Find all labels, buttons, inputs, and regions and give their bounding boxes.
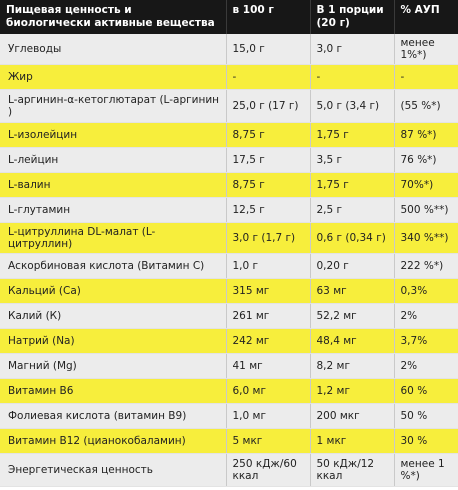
table-row: L-лейцин 17,5 г 3,5 г 76 %*) bbox=[0, 147, 458, 173]
per-100g-cell: 12,5 г bbox=[226, 197, 311, 223]
per-serving-cell: 0,6 г (0,34 г) bbox=[310, 222, 395, 254]
per-100g-cell: 242 мг bbox=[226, 328, 311, 354]
per-serving-cell: 200 мкг bbox=[310, 403, 395, 429]
table-row: Жир - - - bbox=[0, 64, 458, 90]
table-row: L-аргинин-α-кетоглютарат (L-аргинин ) 25,… bbox=[0, 89, 458, 123]
nutrient-name-cell: Углеводы bbox=[0, 34, 227, 65]
table-header-row: Пищевая ценность и биологически активные… bbox=[0, 0, 458, 34]
percent-cell: 50 % bbox=[394, 403, 458, 429]
percent-cell: 76 %*) bbox=[394, 147, 458, 173]
table-row: Натрий (Na) 242 мг 48,4 мг 3,7% bbox=[0, 328, 458, 354]
nutrient-name-cell: Жир bbox=[0, 64, 227, 90]
per-100g-cell: 1,0 г bbox=[226, 253, 311, 279]
per-serving-cell: 48,4 мг bbox=[310, 328, 395, 354]
nutrient-name-cell: Кальций (Са) bbox=[0, 278, 227, 304]
per-serving-cell: 1,75 г bbox=[310, 172, 395, 198]
percent-cell: - bbox=[394, 64, 458, 90]
per-100g-cell: 8,75 г bbox=[226, 122, 311, 148]
header-per-100g: в 100 г bbox=[226, 0, 311, 34]
table-row: Энергетическая ценность 250 кДж/60 ккал 50… bbox=[0, 453, 458, 487]
percent-cell: менее 1%*) bbox=[394, 34, 458, 65]
table-row: Витамин В12 (цианокобаламин) 5 мкг 1 мкг 30… bbox=[0, 428, 458, 454]
per-serving-cell: 0,20 г bbox=[310, 253, 395, 279]
nutrient-name-cell: L-глутамин bbox=[0, 197, 227, 223]
percent-cell: 70%*) bbox=[394, 172, 458, 198]
nutrient-name-cell: Натрий (Na) bbox=[0, 328, 227, 354]
per-100g-cell: 250 кДж/60 ккал bbox=[226, 453, 311, 487]
percent-cell: 3,7% bbox=[394, 328, 458, 354]
header-percent: % АУП bbox=[394, 0, 458, 34]
table-row: Углеводы 15,0 г 3,0 г менее 1%*) bbox=[0, 34, 458, 65]
per-serving-cell: 1,75 г bbox=[310, 122, 395, 148]
percent-cell: 60 % bbox=[394, 378, 458, 404]
per-100g-cell: 5 мкг bbox=[226, 428, 311, 454]
nutrient-name-cell: L-валин bbox=[0, 172, 227, 198]
nutrient-name-cell: Аскорбиновая кислота (Витамин С) bbox=[0, 253, 227, 279]
per-100g-cell: 15,0 г bbox=[226, 34, 311, 65]
per-serving-cell: 3,0 г bbox=[310, 34, 395, 65]
per-serving-cell: 5,0 г (3,4 г) bbox=[310, 89, 395, 123]
table-row: Аскорбиновая кислота (Витамин С) 1,0 г 0,2… bbox=[0, 253, 458, 279]
per-serving-cell: 8,2 мг bbox=[310, 353, 395, 379]
nutrient-name-cell: L-цитруллина DL-малат (L-цитруллин) bbox=[0, 222, 227, 254]
percent-cell: 500 %**) bbox=[394, 197, 458, 223]
percent-cell: 0,3% bbox=[394, 278, 458, 304]
per-100g-cell: 261 мг bbox=[226, 303, 311, 329]
percent-cell: (55 %*) bbox=[394, 89, 458, 123]
nutrient-name-cell: L-лейцин bbox=[0, 147, 227, 173]
nutrient-name-cell: Витамин В6 bbox=[0, 378, 227, 404]
nutrient-name-cell: L-изолейцин bbox=[0, 122, 227, 148]
per-serving-cell: 63 мг bbox=[310, 278, 395, 304]
per-100g-cell: - bbox=[226, 64, 311, 90]
table-row: L-изолейцин 8,75 г 1,75 г 87 %*) bbox=[0, 122, 458, 148]
header-nutrient: Пищевая ценность и биологически активные… bbox=[0, 0, 227, 34]
per-serving-cell: 50 кДж/12 ккал bbox=[310, 453, 395, 487]
percent-cell: 222 %*) bbox=[394, 253, 458, 279]
per-100g-cell: 25,0 г (17 г) bbox=[226, 89, 311, 123]
table-row: L-цитруллина DL-малат (L-цитруллин) 3,0 г… bbox=[0, 222, 458, 254]
per-100g-cell: 315 мг bbox=[226, 278, 311, 304]
nutrient-name-cell: Фолиевая кислота (витамин В9) bbox=[0, 403, 227, 429]
percent-cell: 87 %*) bbox=[394, 122, 458, 148]
percent-cell: 30 % bbox=[394, 428, 458, 454]
table-row: Калий (К) 261 мг 52,2 мг 2% bbox=[0, 303, 458, 329]
table-row: Кальций (Са) 315 мг 63 мг 0,3% bbox=[0, 278, 458, 304]
per-100g-cell: 6,0 мг bbox=[226, 378, 311, 404]
percent-cell: 2% bbox=[394, 303, 458, 329]
table-row: Магний (Mg) 41 мг 8,2 мг 2% bbox=[0, 353, 458, 379]
per-100g-cell: 1,0 мг bbox=[226, 403, 311, 429]
table-row: L-глутамин 12,5 г 2,5 г 500 %**) bbox=[0, 197, 458, 223]
per-serving-cell: 2,5 г bbox=[310, 197, 395, 223]
per-100g-cell: 41 мг bbox=[226, 353, 311, 379]
nutrient-name-cell: L-аргинин-α-кетоглютарат (L-аргинин ) bbox=[0, 89, 227, 123]
per-serving-cell: 1,2 мг bbox=[310, 378, 395, 404]
nutrient-name-cell: Витамин В12 (цианокобаламин) bbox=[0, 428, 227, 454]
table-row: L-валин 8,75 г 1,75 г 70%*) bbox=[0, 172, 458, 198]
table-row: Фолиевая кислота (витамин В9) 1,0 мг 200 м… bbox=[0, 403, 458, 429]
percent-cell: 2% bbox=[394, 353, 458, 379]
nutrient-name-cell: Магний (Mg) bbox=[0, 353, 227, 379]
nutrient-name-cell: Калий (К) bbox=[0, 303, 227, 329]
per-serving-cell: 3,5 г bbox=[310, 147, 395, 173]
table-row: Витамин В6 6,0 мг 1,2 мг 60 % bbox=[0, 378, 458, 404]
header-per-serving: В 1 порции (20 г) bbox=[310, 0, 395, 34]
per-100g-cell: 17,5 г bbox=[226, 147, 311, 173]
per-serving-cell: - bbox=[310, 64, 395, 90]
nutrient-name-cell: Энергетическая ценность bbox=[0, 453, 227, 487]
percent-cell: 340 %**) bbox=[394, 222, 458, 254]
percent-cell: менее 1 %*) bbox=[394, 453, 458, 487]
per-100g-cell: 8,75 г bbox=[226, 172, 311, 198]
per-serving-cell: 52,2 мг bbox=[310, 303, 395, 329]
per-100g-cell: 3,0 г (1,7 г) bbox=[226, 222, 311, 254]
per-serving-cell: 1 мкг bbox=[310, 428, 395, 454]
